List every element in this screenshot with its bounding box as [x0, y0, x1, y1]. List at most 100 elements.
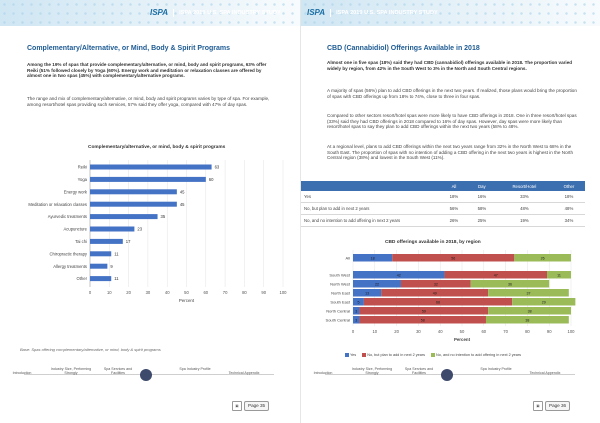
cell-all: 18%	[440, 191, 468, 203]
stacked-bar-segment	[488, 307, 571, 315]
stacked-bar-segment	[353, 298, 364, 306]
data-label: 45	[180, 189, 185, 194]
category-label: North Central	[326, 308, 350, 313]
x-axis-title: Percent	[454, 337, 471, 342]
stacked-bar-segment	[547, 271, 571, 279]
category-label: Meditation or relaxation classes	[28, 202, 87, 207]
stacked-bar-segment	[353, 280, 401, 288]
table-header-all: All	[440, 181, 468, 191]
cell-resort: 33%	[495, 191, 553, 203]
segment-value-label: 59	[422, 309, 426, 313]
x-tick-label: 10	[107, 290, 112, 295]
x-tick-label: 90	[261, 290, 266, 295]
nav-introduction[interactable]: Introduction	[313, 371, 333, 375]
ispa-logo: ISPA	[307, 8, 326, 17]
header-banner: ISPA ISPA 2019 U.S. SPA INDUSTRY STUDY	[301, 0, 600, 26]
table-row: No, but plan to add in next 2 years 56% …	[301, 202, 585, 215]
category-label: South East	[330, 299, 350, 304]
segment-value-label: 49	[433, 291, 437, 295]
nav-technical-appendix[interactable]: Technical Appendix	[228, 371, 260, 375]
stacked-bar-segment	[400, 280, 471, 288]
row-label: Yes	[301, 191, 440, 203]
x-tick-label: 20	[126, 290, 131, 295]
data-label: 63	[215, 165, 220, 170]
segment-value-label: 26	[541, 256, 545, 260]
x-tick-label: 100	[568, 329, 576, 334]
stacked-bar-segment	[488, 289, 569, 297]
segment-value-label: 5	[357, 300, 359, 304]
cell-all: 26%	[440, 214, 468, 227]
nav-technical-appendix[interactable]: Technical Appendix	[529, 371, 561, 375]
nav-current-marker	[441, 369, 453, 381]
data-label: 11	[114, 276, 119, 281]
category-label: Energy work	[64, 189, 88, 194]
data-label: 23	[137, 227, 142, 232]
stacked-bar-segment	[392, 254, 515, 262]
legend-no: No, and no intention to add offering in …	[431, 353, 521, 357]
page-indicator: ▣ Page 36	[533, 401, 571, 411]
data-label: 11	[114, 251, 119, 256]
nav-introduction[interactable]: Introduction	[12, 371, 32, 375]
category-label: Yoga	[78, 177, 88, 182]
table-row: Yes 18% 16% 33% 18%	[301, 191, 585, 203]
page-icon[interactable]: ▣	[232, 401, 242, 411]
stacked-bar-segment	[485, 316, 569, 324]
x-tick-label: 100	[280, 290, 288, 295]
bar	[90, 276, 112, 282]
segment-value-label: 68	[436, 300, 440, 304]
section-heading: Complementary/Alternative, or Mind, Body…	[27, 45, 231, 52]
page-icon[interactable]: ▣	[533, 401, 543, 411]
category-label: North East	[331, 290, 351, 295]
cell-other: 34%	[552, 214, 585, 227]
x-tick-label: 80	[525, 329, 530, 334]
nav-spa-profile[interactable]: Spa Industry Profile	[179, 367, 211, 371]
stacked-bar-segment	[353, 289, 382, 297]
data-label: 35	[161, 214, 166, 219]
x-tick-label: 90	[547, 329, 552, 334]
cell-other: 48%	[552, 202, 585, 215]
chart-legend: Yes No, but plan to add in next 2 years …	[345, 353, 521, 357]
page-number: Page 35	[244, 401, 270, 411]
segment-value-label: 56	[451, 256, 455, 260]
nav-spa-services[interactable]: Spa Services and Facilities	[404, 367, 434, 376]
category-label: Acupuncture	[63, 227, 87, 232]
nav-industry-size[interactable]: Industry Size, Performing Strongly	[351, 367, 393, 376]
segment-value-label: 11	[557, 273, 561, 277]
cell-resort: 19%	[495, 214, 553, 227]
cell-day: 25%	[467, 214, 496, 227]
bar	[90, 189, 177, 195]
category-label: Chiropractic therapy	[50, 251, 88, 256]
header-brand: ISPA ISPA 2019 U.S. SPA INDUSTRY STUDY	[307, 8, 438, 17]
category-label: South West	[329, 272, 350, 277]
data-label: 9	[110, 264, 113, 269]
left-page: ISPA ISPA 2019 U.S. SPA INDUSTRY STUDY C…	[0, 0, 300, 411]
chart-title: CBD offerings available in 2018, by regi…	[385, 240, 481, 245]
paragraph-regions: At a regional level, plans to add CBD of…	[327, 144, 573, 161]
bar	[90, 176, 206, 182]
x-tick-label: 30	[146, 290, 151, 295]
legend-plan: No, but plan to add in next 2 years	[362, 353, 425, 357]
bar	[90, 164, 212, 170]
table-header-row: All Day Resort/Hotel Other	[301, 181, 585, 191]
x-tick-label: 0	[352, 329, 355, 334]
nav-spa-services[interactable]: Spa Services and Facilities	[103, 367, 133, 376]
header-brand: ISPA ISPA 2019 U.S. SPA INDUSTRY STUDY	[150, 8, 281, 17]
header-title: ISPA 2019 U.S. SPA INDUSTRY STUDY	[179, 9, 281, 16]
stacked-bar-segment	[444, 271, 548, 279]
category-label: All	[346, 255, 351, 260]
programs-bar-chart: 0 10 20 30 40 50 60 70 80 90 100 Reiki 63 Yoga 60 Energ…	[28, 160, 288, 303]
stacked-bar-segment	[353, 271, 445, 279]
paragraph-sectors: Compared to other sectors resort/hotel s…	[327, 113, 577, 130]
table-header-day: Day	[467, 181, 496, 191]
table-header-other: Other	[552, 181, 585, 191]
bar	[90, 238, 123, 244]
bar	[90, 214, 158, 220]
nav-spa-profile[interactable]: Spa Industry Profile	[480, 367, 512, 371]
nav-industry-size[interactable]: Industry Size, Performing Strongly	[50, 367, 92, 376]
segment-value-label: 32	[434, 282, 438, 286]
segment-value-label: 38	[528, 309, 532, 313]
page-number: Page 36	[545, 401, 571, 411]
row-label: No, and no intention to add offering in …	[301, 214, 440, 227]
category-label: Ayurvedic treatments	[48, 214, 87, 219]
x-axis-title: Percent	[179, 298, 195, 303]
